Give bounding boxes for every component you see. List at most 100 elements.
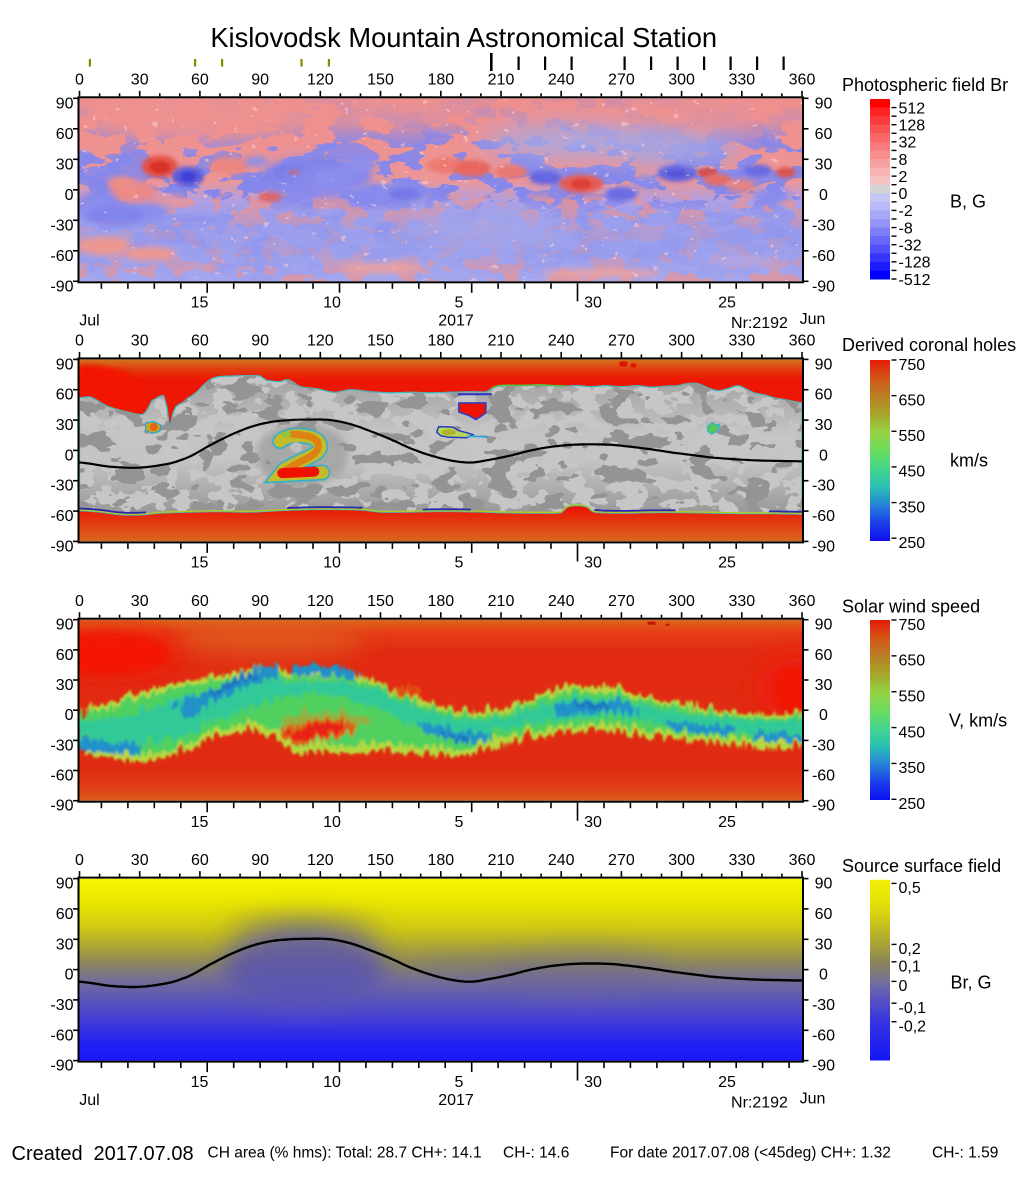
svg-text:330: 330	[728, 852, 755, 869]
svg-text:210: 210	[488, 72, 515, 89]
svg-text:30: 30	[56, 677, 74, 694]
svg-text:0: 0	[819, 447, 828, 464]
svg-text:350: 350	[899, 760, 926, 777]
svg-text:km/s: km/s	[950, 451, 988, 471]
svg-text:-30: -30	[50, 997, 73, 1014]
svg-text:-90: -90	[812, 1058, 835, 1075]
svg-text:300: 300	[668, 593, 695, 610]
svg-text:30: 30	[56, 936, 74, 953]
svg-text:8: 8	[899, 152, 908, 169]
svg-text:Source surface field: Source surface field	[842, 856, 1001, 876]
svg-text:-90: -90	[50, 278, 73, 295]
svg-text:210: 210	[488, 333, 515, 350]
svg-text:2017: 2017	[438, 1092, 474, 1109]
svg-text:650: 650	[899, 653, 926, 670]
svg-text:60: 60	[56, 647, 74, 664]
svg-text:350: 350	[899, 499, 926, 516]
svg-text:-0,1: -0,1	[899, 1000, 927, 1017]
svg-text:0: 0	[819, 187, 828, 204]
svg-text:15: 15	[191, 1074, 209, 1091]
svg-text:150: 150	[367, 593, 394, 610]
svg-text:32: 32	[899, 135, 917, 152]
svg-text:60: 60	[815, 647, 833, 664]
svg-text:0: 0	[899, 186, 908, 203]
svg-text:2017: 2017	[438, 313, 474, 330]
svg-text:0: 0	[75, 333, 84, 350]
svg-text:90: 90	[251, 72, 269, 89]
svg-text:Solar wind speed: Solar wind speed	[842, 596, 980, 616]
svg-text:750: 750	[899, 617, 926, 634]
svg-text:150: 150	[367, 333, 394, 350]
svg-text:180: 180	[427, 333, 454, 350]
svg-text:512: 512	[899, 100, 926, 117]
svg-text:-512: -512	[899, 272, 931, 289]
svg-text:90: 90	[56, 876, 74, 893]
svg-text:300: 300	[668, 72, 695, 89]
svg-text:-60: -60	[812, 248, 835, 265]
svg-text:650: 650	[899, 392, 926, 409]
svg-text:-2: -2	[899, 203, 913, 220]
svg-text:360: 360	[789, 72, 816, 89]
svg-text:360: 360	[789, 333, 816, 350]
svg-text:25: 25	[718, 295, 736, 312]
svg-text:30: 30	[584, 1074, 602, 1091]
svg-text:30: 30	[584, 295, 602, 312]
svg-text:For date 2017.07.08 (<45deg) C: For date 2017.07.08 (<45deg) CH+: 1.32	[610, 1145, 891, 1162]
svg-text:-90: -90	[50, 538, 73, 555]
svg-text:90: 90	[815, 356, 833, 373]
svg-text:-60: -60	[50, 768, 73, 785]
svg-text:180: 180	[427, 72, 454, 89]
svg-text:CH-: 1.59: CH-: 1.59	[932, 1145, 998, 1162]
svg-text:128: 128	[899, 118, 926, 135]
svg-text:210: 210	[488, 852, 515, 869]
svg-text:-60: -60	[812, 768, 835, 785]
svg-text:Nr:2192: Nr:2192	[731, 315, 788, 332]
svg-text:180: 180	[427, 593, 454, 610]
svg-text:Jul: Jul	[79, 313, 99, 330]
svg-text:-90: -90	[812, 798, 835, 815]
svg-text:90: 90	[815, 617, 833, 634]
svg-text:-60: -60	[50, 1027, 73, 1044]
svg-text:Photospheric field Br: Photospheric field Br	[842, 75, 1008, 95]
svg-text:25: 25	[718, 555, 736, 572]
svg-text:90: 90	[815, 95, 833, 112]
svg-text:60: 60	[191, 852, 209, 869]
svg-text:-30: -30	[812, 997, 835, 1014]
svg-text:360: 360	[789, 593, 816, 610]
svg-text:30: 30	[815, 936, 833, 953]
svg-text:330: 330	[728, 72, 755, 89]
svg-text:15: 15	[191, 295, 209, 312]
svg-text:0,5: 0,5	[899, 880, 921, 897]
svg-text:0: 0	[65, 967, 74, 984]
svg-text:30: 30	[56, 156, 74, 173]
svg-text:60: 60	[56, 387, 74, 404]
svg-text:90: 90	[251, 333, 269, 350]
svg-text:60: 60	[191, 593, 209, 610]
svg-text:240: 240	[548, 72, 575, 89]
svg-text:2017.07.08: 2017.07.08	[94, 1143, 194, 1165]
svg-text:60: 60	[191, 72, 209, 89]
svg-text:90: 90	[56, 95, 74, 112]
svg-text:B, G: B, G	[950, 192, 986, 212]
svg-text:30: 30	[584, 555, 602, 572]
svg-text:10: 10	[323, 555, 341, 572]
svg-text:750: 750	[899, 357, 926, 374]
svg-text:CH-: 14.6: CH-: 14.6	[503, 1145, 569, 1162]
svg-text:90: 90	[815, 876, 833, 893]
svg-text:-30: -30	[50, 478, 73, 495]
svg-text:30: 30	[131, 333, 149, 350]
svg-text:450: 450	[899, 724, 926, 741]
svg-text:0: 0	[75, 852, 84, 869]
svg-text:0: 0	[899, 978, 908, 995]
svg-text:0,1: 0,1	[899, 959, 921, 976]
svg-text:60: 60	[815, 387, 833, 404]
svg-text:Jun: Jun	[800, 311, 826, 328]
svg-text:Kislovodsk Mountain Astronomic: Kislovodsk Mountain Astronomical Station	[210, 22, 717, 53]
svg-text:0: 0	[75, 72, 84, 89]
svg-text:Jun: Jun	[800, 1090, 826, 1107]
svg-text:330: 330	[728, 333, 755, 350]
svg-text:10: 10	[323, 814, 341, 831]
svg-text:250: 250	[899, 796, 926, 813]
svg-text:V, km/s: V, km/s	[949, 711, 1007, 731]
svg-text:30: 30	[815, 417, 833, 434]
